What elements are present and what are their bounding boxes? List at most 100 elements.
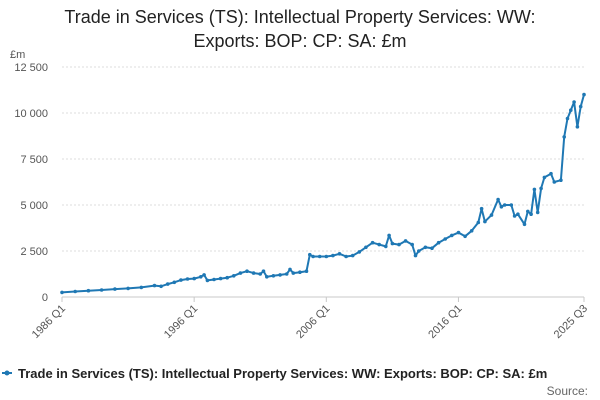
data-point[interactable] (232, 274, 236, 278)
data-point[interactable] (562, 135, 566, 139)
data-point[interactable] (99, 288, 104, 292)
data-point[interactable] (532, 187, 537, 192)
data-point[interactable] (298, 270, 302, 275)
x-axis-ticks: 1986 Q1 1996 Q1 2006 Q1 2016 Q1 2025 Q3 (30, 297, 590, 341)
data-point[interactable] (479, 206, 484, 211)
data-point[interactable] (423, 245, 428, 250)
data-point[interactable] (499, 205, 504, 209)
data-point[interactable] (390, 241, 395, 246)
data-point[interactable] (403, 239, 408, 243)
data-point[interactable] (152, 283, 157, 288)
data-point[interactable] (304, 269, 309, 274)
legend-series-label: Trade in Services (TS): Intellectual Pro… (18, 366, 547, 381)
data-point[interactable] (288, 267, 292, 272)
data-point[interactable] (331, 253, 335, 258)
data-point[interactable] (397, 242, 401, 247)
data-point[interactable] (575, 125, 580, 129)
data-point[interactable] (185, 277, 190, 281)
y-tick-label: 10 000 (14, 108, 48, 120)
data-point[interactable] (443, 237, 448, 241)
data-point[interactable] (569, 108, 573, 112)
data-point[interactable] (317, 254, 322, 259)
data-point[interactable] (284, 272, 289, 276)
data-point[interactable] (489, 213, 494, 217)
data-point[interactable] (324, 254, 329, 259)
data-point[interactable] (172, 280, 177, 285)
data-point[interactable] (387, 233, 391, 238)
data-point[interactable] (542, 175, 547, 180)
data-point[interactable] (526, 209, 530, 214)
data-point[interactable] (456, 230, 461, 235)
data-point[interactable] (377, 242, 382, 247)
data-point[interactable] (278, 273, 282, 277)
data-point[interactable] (578, 104, 583, 109)
data-point[interactable] (417, 249, 421, 253)
data-point[interactable] (192, 276, 196, 281)
data-point[interactable] (308, 252, 312, 257)
data-point[interactable] (502, 203, 507, 207)
data-point[interactable] (413, 253, 418, 258)
source-label: Source: (547, 384, 588, 398)
y-tick-label: 5 000 (20, 200, 48, 212)
data-point[interactable] (496, 197, 500, 202)
data-point[interactable] (165, 282, 170, 286)
data-point[interactable] (582, 92, 586, 97)
data-point[interactable] (529, 212, 533, 216)
data-point[interactable] (179, 278, 183, 282)
data-point[interactable] (73, 289, 77, 294)
data-point[interactable] (430, 246, 434, 250)
data-point[interactable] (251, 271, 256, 275)
data-point[interactable] (126, 286, 130, 291)
data-point[interactable] (535, 210, 540, 215)
data-point[interactable] (512, 214, 517, 218)
data-point[interactable] (572, 100, 576, 104)
data-point[interactable] (364, 245, 368, 250)
data-point[interactable] (225, 275, 229, 280)
legend-series-marker (4, 370, 10, 376)
data-point[interactable] (212, 277, 216, 282)
data-point[interactable] (159, 284, 163, 289)
data-point[interactable] (384, 244, 388, 249)
data-point[interactable] (238, 271, 243, 275)
data-point[interactable] (139, 285, 144, 290)
data-point[interactable] (350, 253, 355, 258)
data-point[interactable] (436, 240, 441, 245)
data-point[interactable] (370, 240, 375, 245)
data-point[interactable] (245, 269, 249, 274)
data-point[interactable] (549, 171, 553, 176)
data-point[interactable] (469, 229, 474, 233)
data-point[interactable] (291, 271, 296, 275)
data-point[interactable] (565, 116, 570, 121)
data-point[interactable] (410, 242, 415, 247)
data-point[interactable] (258, 272, 263, 276)
data-point[interactable] (271, 274, 276, 278)
data-point[interactable] (450, 233, 454, 238)
series-group (60, 92, 586, 295)
data-point[interactable] (522, 222, 527, 227)
data-point[interactable] (552, 180, 557, 184)
data-point[interactable] (476, 220, 481, 225)
data-point[interactable] (539, 186, 543, 191)
data-point[interactable] (357, 250, 362, 254)
data-point[interactable] (218, 276, 223, 281)
data-point[interactable] (509, 203, 514, 207)
data-point[interactable] (205, 278, 210, 283)
data-point[interactable] (202, 273, 206, 277)
data-point[interactable] (311, 254, 315, 259)
legend[interactable]: Trade in Services (TS): Intellectual Pro… (2, 366, 547, 381)
data-point[interactable] (344, 254, 348, 259)
data-point[interactable] (265, 275, 269, 279)
data-point[interactable] (113, 287, 117, 291)
data-point[interactable] (516, 212, 520, 216)
data-point[interactable] (261, 269, 266, 274)
data-point[interactable] (337, 252, 342, 256)
data-point[interactable] (199, 275, 203, 279)
x-tick-label: 1996 Q1 (162, 303, 200, 341)
data-point[interactable] (483, 219, 487, 224)
chart-title-line-1: Trade in Services (TS): Intellectual Pro… (64, 7, 535, 27)
data-point[interactable] (60, 290, 64, 295)
data-point[interactable] (463, 234, 467, 239)
y-tick-label: 0 (42, 292, 48, 304)
data-point[interactable] (559, 178, 563, 182)
data-point[interactable] (86, 288, 91, 293)
